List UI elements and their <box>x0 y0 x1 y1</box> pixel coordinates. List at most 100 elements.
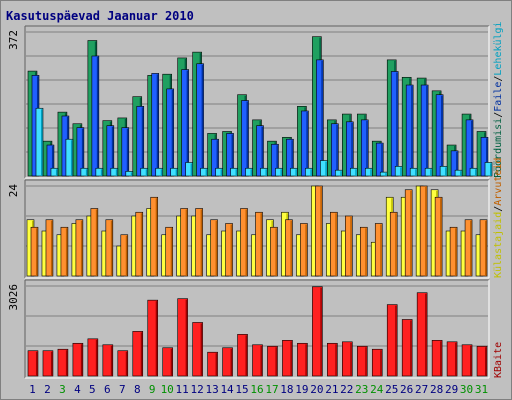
x-tick-label: 21 <box>325 383 338 396</box>
files-bar <box>166 88 174 177</box>
sites-bar-shade <box>380 224 382 276</box>
sites-bar <box>300 223 308 277</box>
kbytes-bar <box>237 334 248 377</box>
sites-bar-shade <box>305 224 307 276</box>
hits-bar <box>364 167 373 177</box>
sites-bar <box>105 219 114 277</box>
hits-bar <box>469 167 478 177</box>
sites-bar-shade <box>455 228 457 276</box>
kbytes-bar <box>57 348 69 377</box>
hits-bar-shade <box>355 169 357 176</box>
x-tick-label: 23 <box>355 383 368 396</box>
kbytes-bar-shade <box>50 351 53 376</box>
hits-bar-shade <box>400 167 402 176</box>
kbytes-bar-shade <box>455 342 457 376</box>
kbytes-bar <box>207 351 218 377</box>
kbytes-bar-shade <box>305 344 307 376</box>
hits-bar-shade <box>295 169 297 176</box>
kbytes-bar <box>102 344 114 377</box>
x-tick-label: 25 <box>385 383 398 396</box>
files-bar-shade <box>81 128 84 176</box>
x-tick-label: 7 <box>119 383 126 396</box>
kbytes-bar-shade <box>425 293 427 376</box>
legend-entry: / <box>493 76 504 82</box>
hits-bar-shade <box>70 140 73 176</box>
hits-bar <box>484 162 493 177</box>
sites-bar <box>75 219 84 277</box>
kbytes-bar-shade <box>245 335 248 376</box>
kbytes-bar-shade <box>290 341 292 376</box>
hits-bar-shade <box>340 171 342 176</box>
sites-bar-shade <box>170 228 173 276</box>
files-bar-shade <box>306 111 308 176</box>
panel-bottom: 3026 KBaite <box>7 279 504 379</box>
hits-bar-shade <box>115 169 118 176</box>
files-bar <box>151 73 160 177</box>
sites-bar-shade <box>95 209 98 276</box>
y-axis-max-label: 372 <box>7 30 20 50</box>
hits-bar <box>320 160 328 177</box>
sites-bar-shade <box>245 209 248 276</box>
x-tick-label: 30 <box>460 383 473 396</box>
kbytes-bar <box>386 304 398 377</box>
sites-bar <box>120 234 129 277</box>
files-bar <box>465 119 474 177</box>
x-tick-label: 20 <box>310 383 323 396</box>
kbytes-bar-shade <box>320 287 322 376</box>
files-bar <box>106 125 115 177</box>
hits-bar-shade <box>325 161 327 176</box>
files-bar-shade <box>351 122 353 176</box>
hits-bar <box>230 167 238 177</box>
files-bar <box>390 71 399 177</box>
files-bar <box>46 144 55 177</box>
y-axis-max-label: 24 <box>7 184 20 198</box>
sites-bar <box>180 208 188 277</box>
files-bar <box>241 100 249 177</box>
x-tick-label: 18 <box>280 383 293 396</box>
hits-bar-shade <box>250 169 253 176</box>
kbytes-bar <box>267 345 278 377</box>
kbytes-bar <box>117 350 129 377</box>
x-tick-label: 31 <box>475 383 488 396</box>
sites-bar <box>270 226 278 277</box>
hits-bar-shade <box>430 169 432 176</box>
files-bar <box>316 59 324 177</box>
hits-bar <box>80 167 89 177</box>
kbytes-bar-shade <box>110 345 113 376</box>
sites-bar <box>240 208 248 277</box>
files-bar <box>360 119 369 177</box>
kbytes-bar-shade <box>80 344 83 376</box>
sites-bar-shade <box>140 213 143 276</box>
hits-bar-shade <box>280 169 282 176</box>
x-tick-label: 9 <box>149 383 156 396</box>
legend-entry: Arvuteid <box>493 158 504 206</box>
files-bar <box>331 123 339 177</box>
sites-bar <box>195 208 203 277</box>
hits-bar-shade <box>460 171 462 176</box>
files-bar-shade <box>336 124 338 176</box>
files-bar-shade <box>246 101 249 176</box>
chart-panels: 372Pöördumisi/Faile/Lehekülgi24Külastaja… <box>7 21 504 379</box>
kbytes-bar-shade <box>260 345 262 376</box>
files-bar <box>375 142 384 177</box>
files-bar-shade <box>456 151 458 176</box>
hits-bar <box>170 167 178 177</box>
sites-bar <box>285 219 293 277</box>
hits-bar <box>245 167 253 177</box>
hits-bar-shade <box>40 109 43 176</box>
x-tick-label: 8 <box>134 383 141 396</box>
hits-bar-shade <box>415 169 417 176</box>
files-bar-shade <box>276 145 278 176</box>
sites-bar-shade <box>335 213 337 276</box>
legend-entry: Faile <box>493 82 504 112</box>
kbytes-bar <box>282 340 293 377</box>
hits-bar-shade <box>385 173 387 176</box>
files-bar <box>346 121 354 177</box>
kbytes-bar-shade <box>155 301 158 376</box>
files-bar <box>226 133 234 177</box>
kbytes-bar-shade <box>140 332 143 376</box>
sites-bar-shade <box>425 187 427 276</box>
sites-bar-shade <box>275 228 277 276</box>
kbytes-bar <box>87 338 99 377</box>
files-bar-shade <box>186 70 189 176</box>
